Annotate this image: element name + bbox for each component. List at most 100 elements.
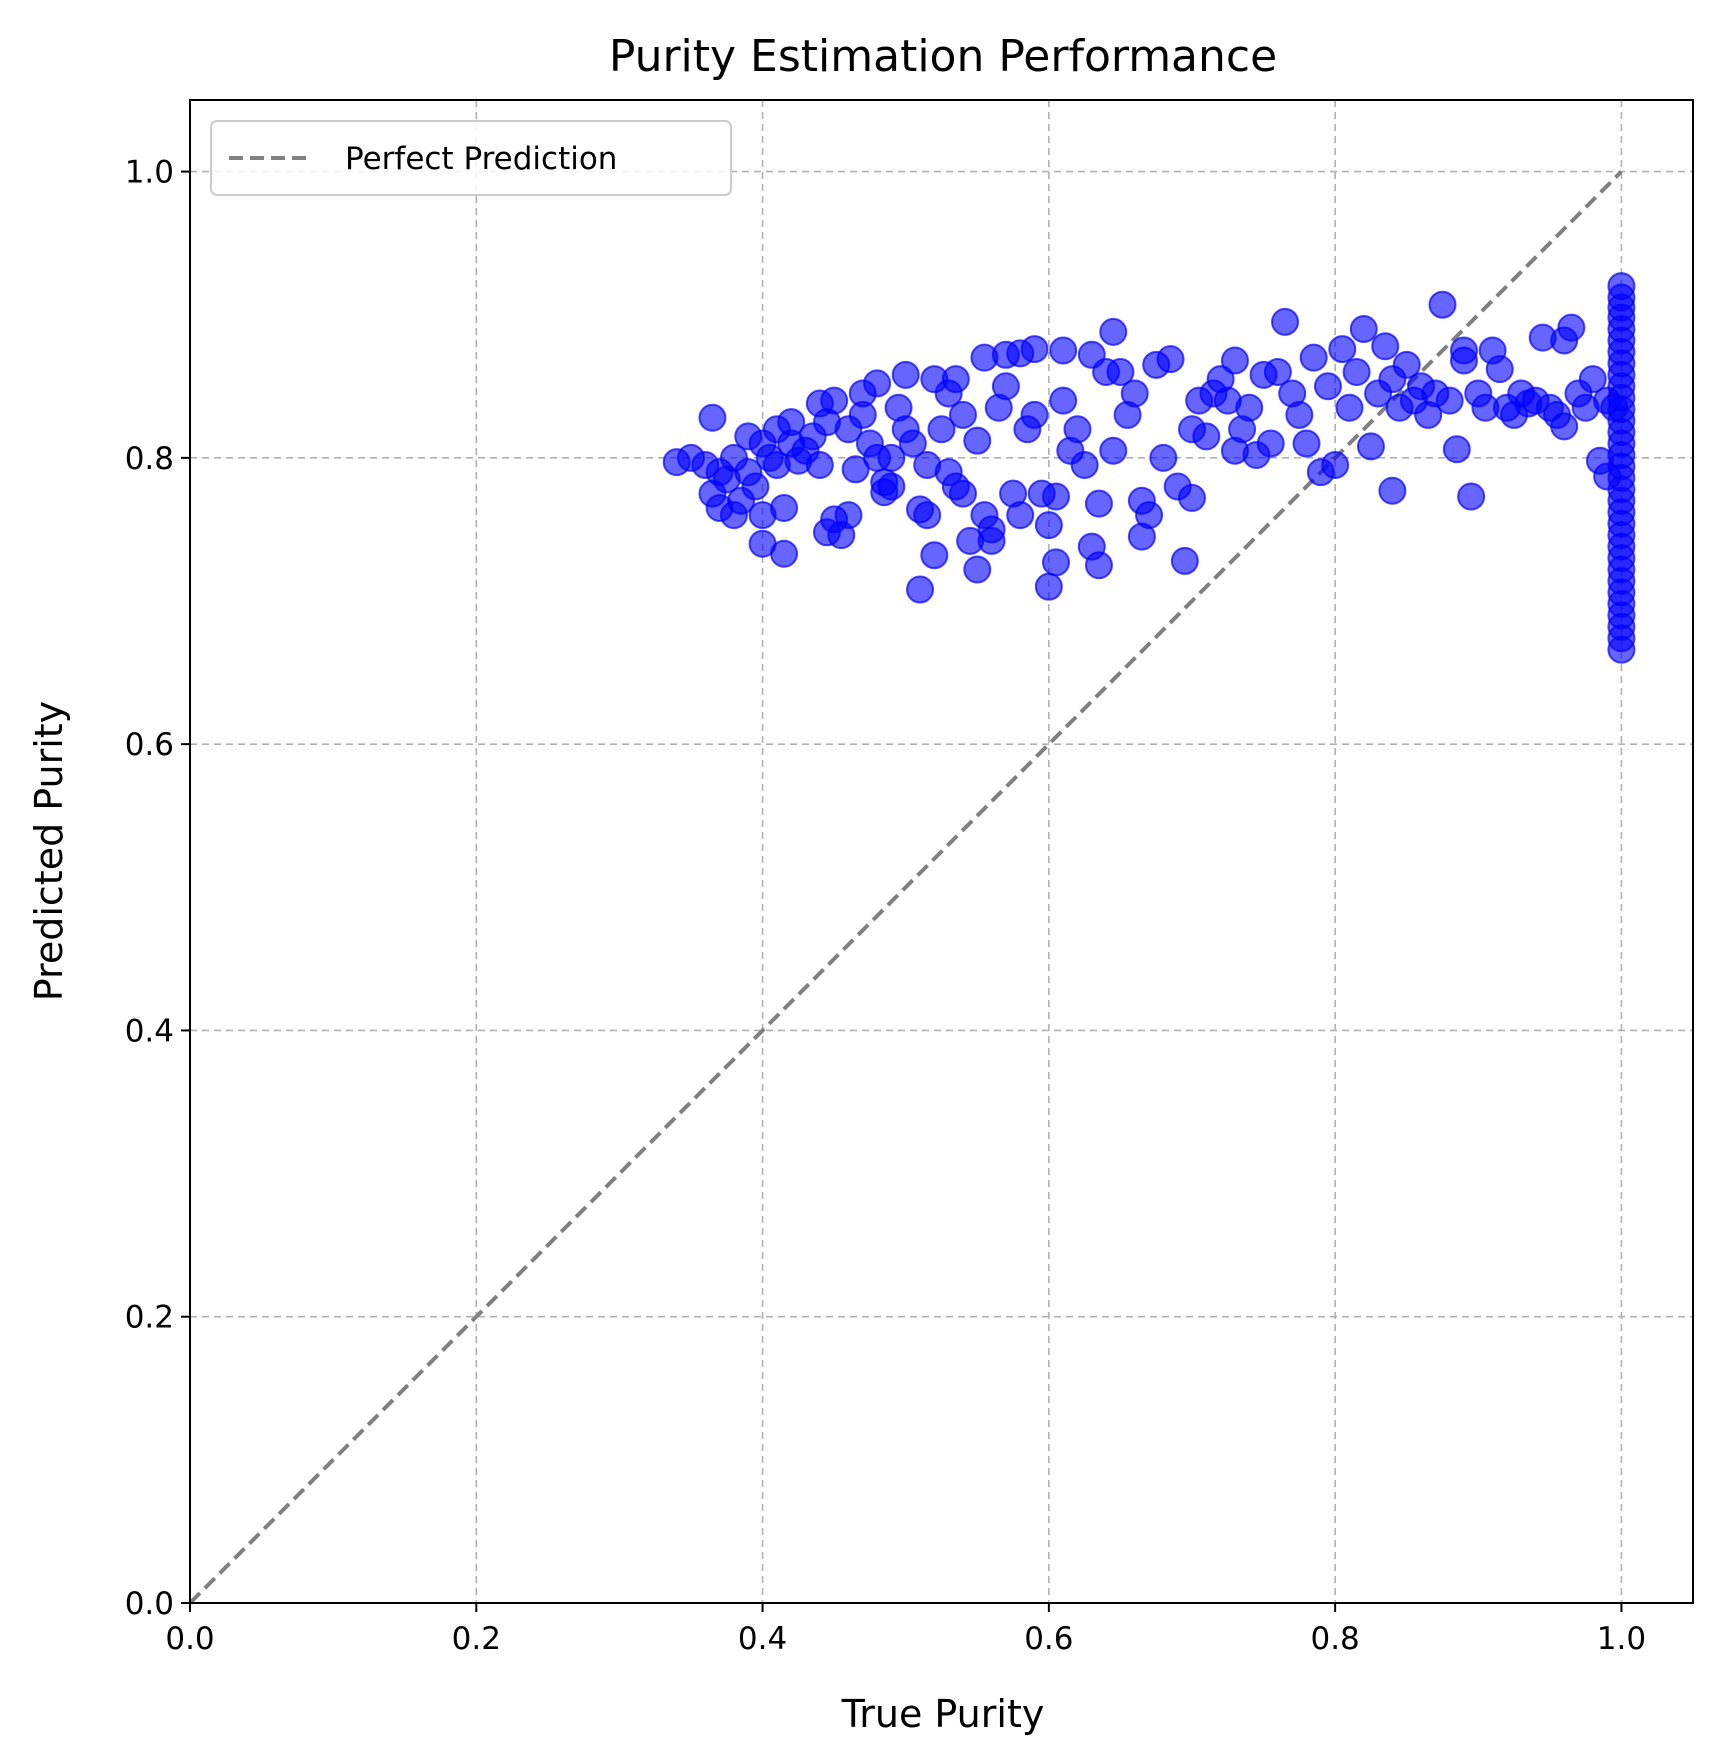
y-tick-label: 0.2 [125, 1300, 174, 1336]
x-tick-label: 0.4 [738, 1621, 787, 1657]
scatter-point [963, 426, 992, 455]
x-tick-label: 0.6 [1024, 1621, 1073, 1657]
scatter-point [1156, 345, 1185, 374]
x-tick-label: 0.2 [452, 1621, 501, 1657]
scatter-point [1256, 429, 1285, 458]
y-axis-label: Predicted Purity [27, 701, 71, 1001]
scatter-point [1170, 546, 1199, 575]
x-axis-ticks: 0.0 0.2 0.4 0.6 0.8 1.0 [165, 1603, 1646, 1657]
scatter-point [1457, 482, 1486, 511]
scatter-point [963, 555, 992, 584]
scatter-point [1042, 548, 1071, 577]
y-tick-label: 0.4 [125, 1013, 174, 1049]
scatter-point [1049, 386, 1078, 415]
x-axis-label: True Purity [841, 1692, 1045, 1736]
plot-frame [189, 99, 1694, 1604]
scatter-point [1378, 476, 1407, 505]
y-tick-label: 0.0 [125, 1586, 174, 1622]
scatter-point [877, 443, 906, 472]
scatter-point [698, 403, 727, 432]
scatter-point [777, 408, 806, 437]
scatter-point [1578, 365, 1607, 394]
scatter-point [1042, 482, 1071, 511]
reference-line-path [188, 170, 1623, 1605]
x-tick-label: 0.0 [165, 1621, 214, 1657]
scatter-point [1020, 400, 1049, 429]
scatter-point [1099, 436, 1128, 465]
x-tick-label: 1.0 [1597, 1621, 1646, 1657]
scatter-point [1342, 357, 1371, 386]
y-tick-label: 0.6 [125, 727, 174, 763]
scatter-point [1034, 511, 1063, 540]
scatter-point [1020, 335, 1049, 364]
scatter-point [1084, 489, 1113, 518]
scatter-point [1120, 379, 1149, 408]
scatter-point [1313, 372, 1342, 401]
scatter-point [1006, 501, 1035, 530]
scatter-point [1263, 357, 1292, 386]
scatter-point [863, 369, 892, 398]
scatter-point [891, 360, 920, 389]
y-tick-label: 1.0 [125, 155, 174, 191]
scatter-point [820, 386, 849, 415]
scatter-point [1335, 393, 1364, 422]
y-axis-ticks: 0.0 0.2 0.4 0.6 0.8 1.0 [125, 155, 190, 1622]
legend-label: Perfect Prediction [345, 141, 617, 177]
scatter-point [1321, 451, 1350, 480]
scatter-point [1356, 432, 1385, 461]
scatter-point [1607, 635, 1636, 664]
scatter-point [898, 429, 927, 458]
x-tick-label: 0.8 [1310, 1621, 1359, 1657]
y-tick-label: 0.8 [125, 441, 174, 477]
chart-title: Purity Estimation Performance [609, 31, 1277, 82]
scatter-point [741, 472, 770, 501]
scatter-point [877, 472, 906, 501]
scatter-point [1271, 307, 1300, 336]
scatter-point [1428, 290, 1457, 319]
scatter-point [1442, 435, 1471, 464]
scatter-point [927, 415, 956, 444]
scatter-point [941, 365, 970, 394]
scatter-point [1049, 336, 1078, 365]
scatter-point [906, 575, 935, 604]
scatter-point [1192, 422, 1221, 451]
scatter-point [991, 372, 1020, 401]
scatter-point [1099, 317, 1128, 346]
scatter-point [770, 493, 799, 522]
scatter-point [1435, 386, 1464, 415]
scatter-point [920, 541, 949, 570]
scatter-point [1328, 335, 1357, 364]
scatter-point [834, 501, 863, 530]
scatter-point [913, 501, 942, 530]
scatter-point [1292, 429, 1321, 458]
scatter-point [1235, 393, 1264, 422]
scatter-point [1550, 412, 1579, 441]
scatter-points [662, 272, 1636, 664]
legend: Perfect Prediction [210, 120, 732, 196]
scatter-point [1449, 336, 1478, 365]
perfect-prediction-line [188, 170, 1623, 1605]
scatter-point [948, 400, 977, 429]
scatter-point [1485, 355, 1514, 384]
scatter-point [1034, 572, 1063, 601]
scatter-point [841, 455, 870, 484]
scatter-point [1070, 451, 1099, 480]
scatter-point [1106, 357, 1135, 386]
legend-box [210, 120, 732, 196]
scatter-point [805, 451, 834, 480]
scatter-point [1285, 400, 1314, 429]
scatter-point [1084, 551, 1113, 580]
scatter-point [1149, 443, 1178, 472]
scatter-point [1135, 501, 1164, 530]
scatter-point [1392, 350, 1421, 379]
scatter-point [977, 515, 1006, 544]
scatter-point [948, 479, 977, 508]
scatter-point [1371, 332, 1400, 361]
scatter-point [1557, 313, 1586, 342]
scatter-point [1220, 346, 1249, 375]
scatter-point [1349, 315, 1378, 344]
scatter-point [1063, 415, 1092, 444]
scatter-point [770, 539, 799, 568]
scatter-point [1178, 483, 1206, 512]
